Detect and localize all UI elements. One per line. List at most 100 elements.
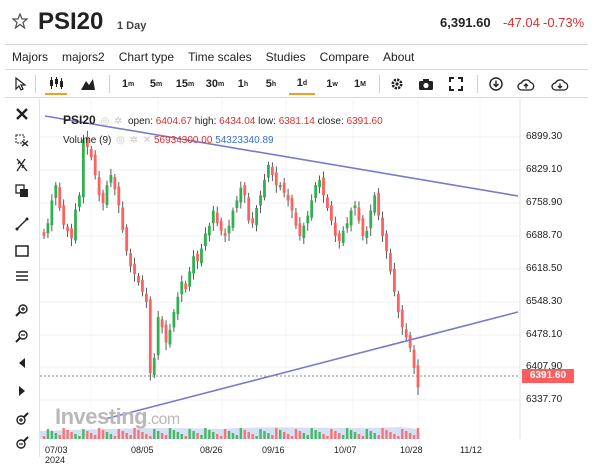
candle-body[interactable]: [141, 280, 144, 292]
candle-body[interactable]: [70, 228, 73, 239]
candle-body[interactable]: [93, 154, 97, 175]
candle-body[interactable]: [239, 187, 243, 203]
clone-icon[interactable]: [13, 182, 31, 200]
star-icon[interactable]: [12, 13, 28, 29]
candle-body[interactable]: [235, 200, 239, 208]
candle-body[interactable]: [46, 223, 50, 234]
scroll-right-icon[interactable]: [13, 382, 31, 400]
candle-body[interactable]: [377, 192, 381, 216]
candle-body[interactable]: [341, 230, 345, 244]
candle-body[interactable]: [389, 253, 392, 272]
candle-body[interactable]: [259, 195, 262, 206]
candle-body[interactable]: [396, 293, 400, 313]
candle-body[interactable]: [42, 231, 46, 236]
candle-body[interactable]: [85, 136, 89, 148]
candle-body[interactable]: [373, 195, 377, 213]
candle-body[interactable]: [207, 225, 211, 236]
candle-body[interactable]: [109, 175, 113, 183]
candle-body[interactable]: [121, 207, 125, 230]
candle-body[interactable]: [184, 283, 188, 290]
menu-majors2[interactable]: majors2: [62, 50, 105, 64]
candle-body[interactable]: [400, 309, 404, 328]
candle-body[interactable]: [144, 293, 148, 302]
candle-body[interactable]: [298, 223, 302, 236]
candle-body[interactable]: [227, 225, 231, 234]
candle-body[interactable]: [188, 271, 192, 287]
candle-body[interactable]: [211, 210, 215, 224]
candle-body[interactable]: [329, 205, 333, 221]
candle-body[interactable]: [255, 208, 258, 226]
candle-body[interactable]: [113, 177, 117, 190]
candlestick-chart-icon[interactable]: [45, 73, 67, 95]
candle-body[interactable]: [322, 177, 325, 196]
candle-body[interactable]: [176, 296, 180, 315]
candle-body[interactable]: [318, 180, 321, 188]
candle-body[interactable]: [66, 226, 70, 231]
fullscreen-icon[interactable]: [447, 73, 465, 95]
cursor-icon[interactable]: [13, 73, 27, 95]
candle-body[interactable]: [81, 139, 85, 198]
menu-chart-type[interactable]: Chart type: [118, 50, 175, 64]
candle-body[interactable]: [105, 185, 109, 205]
volume-close-icon[interactable]: ✕: [142, 135, 152, 146]
candle-body[interactable]: [129, 253, 133, 267]
candle-body[interactable]: [412, 349, 416, 368]
candle-body[interactable]: [164, 324, 168, 343]
candle-body[interactable]: [152, 357, 156, 376]
zoom-in-alt-icon[interactable]: [13, 410, 31, 428]
trendline-icon[interactable]: [13, 215, 31, 233]
candle-body[interactable]: [353, 205, 357, 208]
candle-body[interactable]: [306, 215, 310, 224]
candle-body[interactable]: [196, 253, 199, 262]
zoom-in-icon[interactable]: [13, 301, 31, 319]
zoom-out-alt-icon[interactable]: [13, 434, 31, 452]
settings-gear-icon[interactable]: [389, 73, 405, 95]
candle-body[interactable]: [58, 187, 62, 208]
candle-body[interactable]: [133, 263, 136, 274]
candle-body[interactable]: [361, 218, 365, 236]
candle-body[interactable]: [160, 319, 164, 328]
candle-body[interactable]: [231, 210, 235, 228]
candle-body[interactable]: [290, 197, 294, 211]
candle-body[interactable]: [381, 217, 384, 236]
candle-body[interactable]: [62, 205, 66, 225]
candle-body[interactable]: [117, 186, 121, 206]
eye-icon[interactable]: ◎: [100, 116, 110, 127]
volume-eye-icon[interactable]: ◎: [116, 135, 125, 146]
timeframe-15m[interactable]: 15 m: [175, 78, 195, 90]
candle-body[interactable]: [125, 227, 129, 252]
candle-body[interactable]: [74, 209, 77, 241]
menu-time-scales[interactable]: Time scales: [188, 50, 252, 64]
candle-body[interactable]: [54, 185, 58, 198]
close-icon[interactable]: [13, 105, 31, 123]
scroll-left-icon[interactable]: [13, 354, 31, 372]
candle-body[interactable]: [337, 233, 341, 241]
candle-body[interactable]: [180, 281, 184, 295]
trendline-lower[interactable]: [104, 311, 519, 420]
horizontal-lines-icon[interactable]: [13, 267, 31, 285]
candle-body[interactable]: [223, 232, 227, 236]
candle-body[interactable]: [369, 210, 373, 229]
candle-body[interactable]: [392, 268, 396, 292]
area-chart-icon[interactable]: [77, 73, 99, 95]
candle-body[interactable]: [200, 248, 203, 264]
candle-body[interactable]: [270, 166, 274, 175]
menu-majors[interactable]: Majors: [12, 50, 49, 64]
candle-body[interactable]: [168, 329, 172, 345]
zoom-out-icon[interactable]: [13, 327, 31, 345]
candle-body[interactable]: [282, 182, 286, 193]
candle-body[interactable]: [97, 177, 101, 196]
candle-body[interactable]: [137, 276, 140, 283]
candle-body[interactable]: [243, 185, 247, 196]
candle-body[interactable]: [89, 149, 93, 158]
candle-body[interactable]: [204, 233, 207, 247]
trendline-upper[interactable]: [44, 115, 519, 197]
candle-body[interactable]: [365, 230, 369, 238]
candle-body[interactable]: [215, 212, 219, 224]
candle-body[interactable]: [267, 164, 270, 178]
candle-body[interactable]: [219, 220, 223, 231]
candle-body[interactable]: [385, 233, 388, 252]
gear-icon[interactable]: ✲: [114, 116, 123, 127]
